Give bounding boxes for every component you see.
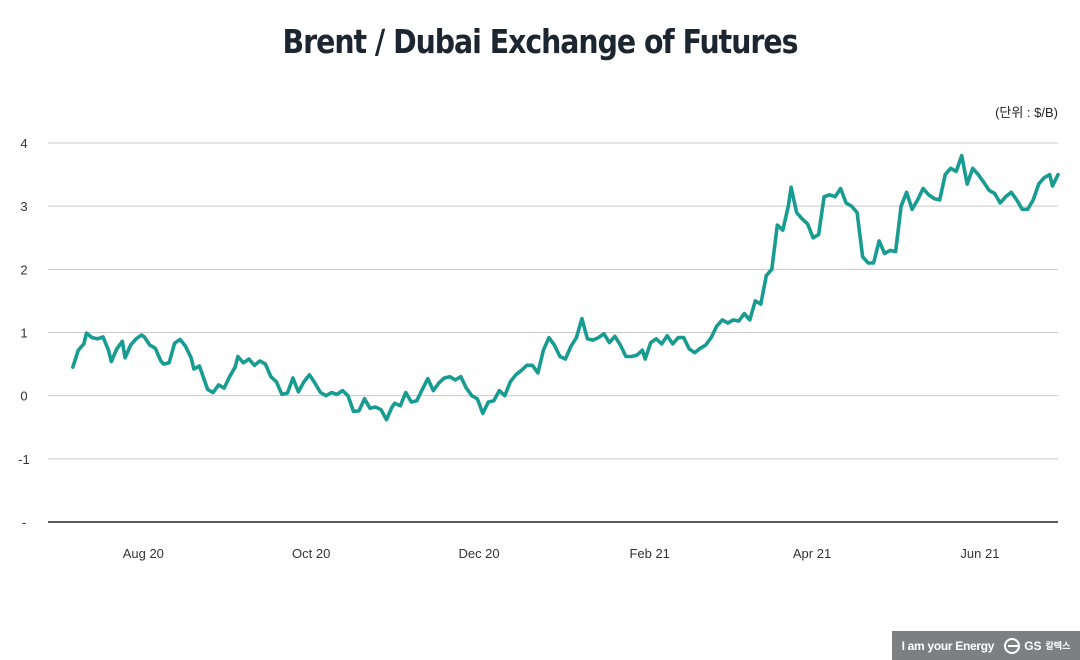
footer-brand: I am your Energy GS 칼텍스 xyxy=(892,631,1080,660)
x-tick-label: Oct 20 xyxy=(292,546,330,561)
series-layer xyxy=(71,153,1060,422)
brand-logo: GS 칼텍스 xyxy=(1004,637,1071,654)
chart-title: Brent / Dubai Exchange of Futures xyxy=(282,22,799,61)
y-tick-label: -1 xyxy=(18,452,30,467)
brand-sub: 칼텍스 xyxy=(1045,641,1071,651)
series-line xyxy=(71,153,1060,422)
x-tick-label: Aug 20 xyxy=(123,546,164,561)
y-tick-label: 3 xyxy=(20,199,27,214)
y-tick-label: 0 xyxy=(20,389,27,404)
x-tick-label: Dec 20 xyxy=(458,546,499,561)
chart: 4 3 2 1 0 -1 - Aug 20 Oct 20 Dec 20 Feb 21 Apr 21 J… xyxy=(18,136,1060,561)
grid-lines xyxy=(48,142,1058,523)
y-tick-label: - xyxy=(22,515,26,530)
brand-name: GS xyxy=(1024,638,1042,653)
x-axis: Aug 20 Oct 20 Dec 20 Feb 21 Apr 21 Jun 21 xyxy=(123,546,1000,561)
gs-logo-icon xyxy=(1004,637,1021,654)
x-tick-label: Feb 21 xyxy=(629,546,669,561)
y-tick-label: 2 xyxy=(20,262,27,277)
y-axis: 4 3 2 1 0 -1 - xyxy=(18,136,30,530)
brand-tagline: I am your Energy xyxy=(901,638,995,653)
x-tick-label: Apr 21 xyxy=(793,546,831,561)
y-tick-label: 4 xyxy=(20,136,27,151)
unit-label: (단위 : $/B) xyxy=(995,105,1058,120)
y-tick-label: 1 xyxy=(20,326,27,341)
x-tick-label: Jun 21 xyxy=(960,546,999,561)
